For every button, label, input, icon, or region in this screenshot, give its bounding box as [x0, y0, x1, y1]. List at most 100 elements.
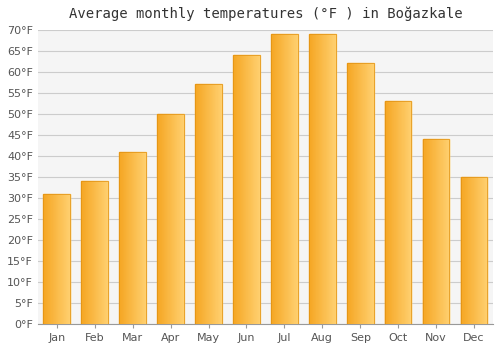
- Bar: [127, 152, 128, 324]
- Bar: [159, 114, 160, 324]
- Bar: [466, 177, 467, 324]
- Bar: [69, 194, 70, 324]
- Bar: [206, 84, 207, 324]
- Bar: [438, 139, 439, 324]
- Bar: [471, 177, 472, 324]
- Bar: [215, 84, 216, 324]
- Bar: [199, 84, 200, 324]
- Bar: [292, 34, 293, 324]
- Bar: [129, 152, 130, 324]
- Bar: [201, 84, 202, 324]
- Bar: [408, 101, 409, 324]
- Bar: [178, 114, 179, 324]
- Bar: [213, 84, 214, 324]
- Bar: [218, 84, 219, 324]
- Bar: [316, 34, 317, 324]
- Bar: [284, 34, 285, 324]
- Bar: [476, 177, 478, 324]
- Bar: [425, 139, 426, 324]
- Bar: [448, 139, 449, 324]
- Bar: [134, 152, 135, 324]
- Bar: [317, 34, 318, 324]
- Bar: [244, 55, 245, 324]
- Bar: [52, 194, 53, 324]
- Bar: [107, 181, 108, 324]
- Bar: [247, 55, 248, 324]
- Bar: [138, 152, 139, 324]
- Bar: [444, 139, 445, 324]
- Bar: [356, 63, 357, 324]
- Bar: [255, 55, 256, 324]
- Bar: [475, 177, 476, 324]
- Bar: [179, 114, 180, 324]
- Bar: [101, 181, 102, 324]
- Bar: [216, 84, 217, 324]
- Bar: [322, 34, 323, 324]
- Bar: [349, 63, 350, 324]
- Bar: [248, 55, 249, 324]
- Bar: [142, 152, 144, 324]
- Bar: [439, 139, 440, 324]
- Bar: [286, 34, 287, 324]
- Bar: [236, 55, 237, 324]
- Bar: [395, 101, 396, 324]
- Bar: [432, 139, 433, 324]
- Bar: [126, 152, 127, 324]
- Bar: [463, 177, 464, 324]
- Bar: [433, 139, 434, 324]
- Bar: [141, 152, 142, 324]
- Bar: [291, 34, 292, 324]
- Bar: [427, 139, 428, 324]
- Bar: [164, 114, 166, 324]
- Bar: [195, 84, 196, 324]
- Bar: [428, 139, 429, 324]
- Bar: [214, 84, 215, 324]
- Bar: [162, 114, 163, 324]
- Bar: [365, 63, 366, 324]
- Bar: [385, 101, 411, 324]
- Bar: [314, 34, 315, 324]
- Bar: [181, 114, 182, 324]
- Bar: [440, 139, 441, 324]
- Bar: [198, 84, 199, 324]
- Bar: [58, 194, 59, 324]
- Bar: [135, 152, 136, 324]
- Bar: [364, 63, 365, 324]
- Bar: [59, 194, 60, 324]
- Bar: [258, 55, 259, 324]
- Bar: [423, 139, 424, 324]
- Bar: [407, 101, 408, 324]
- Bar: [93, 181, 94, 324]
- Bar: [360, 63, 361, 324]
- Bar: [331, 34, 332, 324]
- Bar: [328, 34, 329, 324]
- Bar: [123, 152, 124, 324]
- Bar: [169, 114, 170, 324]
- Bar: [411, 101, 412, 324]
- Bar: [211, 84, 212, 324]
- Bar: [271, 34, 297, 324]
- Bar: [51, 194, 52, 324]
- Bar: [390, 101, 391, 324]
- Bar: [464, 177, 465, 324]
- Bar: [309, 34, 310, 324]
- Bar: [441, 139, 442, 324]
- Bar: [404, 101, 405, 324]
- Bar: [44, 194, 45, 324]
- Bar: [473, 177, 474, 324]
- Bar: [461, 177, 487, 324]
- Bar: [168, 114, 169, 324]
- Bar: [359, 63, 360, 324]
- Bar: [166, 114, 167, 324]
- Bar: [431, 139, 432, 324]
- Bar: [145, 152, 146, 324]
- Bar: [472, 177, 473, 324]
- Bar: [252, 55, 253, 324]
- Bar: [94, 181, 95, 324]
- Bar: [208, 84, 209, 324]
- Bar: [487, 177, 488, 324]
- Bar: [324, 34, 325, 324]
- Bar: [100, 181, 101, 324]
- Bar: [398, 101, 400, 324]
- Bar: [144, 152, 145, 324]
